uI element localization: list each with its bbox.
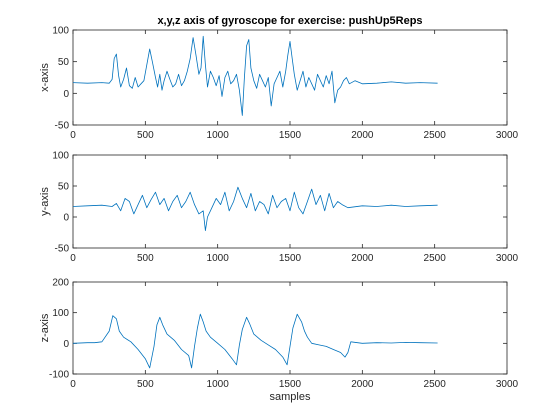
- x-tick-label: 1500: [279, 253, 302, 264]
- subplots-group: 0 500 1000 1500 2000 2500 3000-50050100x-axisx…: [39, 15, 519, 403]
- x-tick-label: 2500: [424, 253, 447, 264]
- y-tick-label: 200: [52, 278, 69, 289]
- y-tick-label: -50: [55, 121, 70, 132]
- x-tick-label: 3000: [496, 130, 519, 141]
- y-tick-label: 100: [52, 26, 69, 37]
- y-tick-label: 100: [52, 308, 69, 319]
- x-axis-label: samples: [270, 391, 311, 403]
- x-tick-label: 500: [137, 379, 154, 390]
- y-tick-label: 100: [52, 151, 69, 162]
- subplot-3: 0 500 1000 1500 2000 2500 3000-1000100200z-axi…: [39, 278, 519, 404]
- x-tick-label: 1500: [279, 130, 302, 141]
- y-tick-label: -100: [49, 370, 69, 381]
- plot-area-frame: [72, 154, 508, 249]
- x-tick-label: 0: [70, 379, 76, 390]
- x-tick-label: 0: [70, 253, 76, 264]
- x-tick-label: 1000: [207, 253, 230, 264]
- y-tick-label: -50: [55, 244, 70, 255]
- x-tick-label: 2500: [424, 130, 447, 141]
- gyroscope-series-line: [72, 35, 438, 116]
- y-tick-label: 50: [58, 57, 70, 68]
- x-tick-label: 2500: [424, 379, 447, 390]
- chart-title: x,y,z axis of gyroscope for exercise: pu…: [157, 15, 422, 27]
- y-axis-label: y-axis: [39, 187, 51, 216]
- y-tick-label: 0: [63, 339, 69, 350]
- y-tick-label: 0: [63, 89, 69, 100]
- gyroscope-series-line: [72, 186, 438, 232]
- x-tick-label: 500: [137, 253, 154, 264]
- x-tick-label: 500: [137, 130, 154, 141]
- x-tick-label: 0: [70, 130, 76, 141]
- x-tick-label: 1000: [207, 130, 230, 141]
- x-tick-label: 1500: [279, 379, 302, 390]
- x-tick-label: 1000: [207, 379, 230, 390]
- plot-area-frame: [72, 29, 508, 126]
- x-tick-label: 2000: [351, 130, 374, 141]
- y-tick-label: 0: [63, 213, 69, 224]
- y-axis-label: z-axis: [39, 313, 51, 342]
- x-tick-label: 3000: [496, 379, 519, 390]
- plot-area-frame: [72, 281, 508, 375]
- x-tick-label: 2000: [351, 253, 374, 264]
- gyroscope-series-line: [72, 313, 438, 369]
- subplot-1: 0 500 1000 1500 2000 2500 3000-50050100x-axisx…: [39, 15, 519, 141]
- x-tick-label: 2000: [351, 379, 374, 390]
- y-axis-label: x-axis: [39, 63, 51, 92]
- y-tick-label: 50: [58, 182, 70, 193]
- x-tick-label: 3000: [496, 253, 519, 264]
